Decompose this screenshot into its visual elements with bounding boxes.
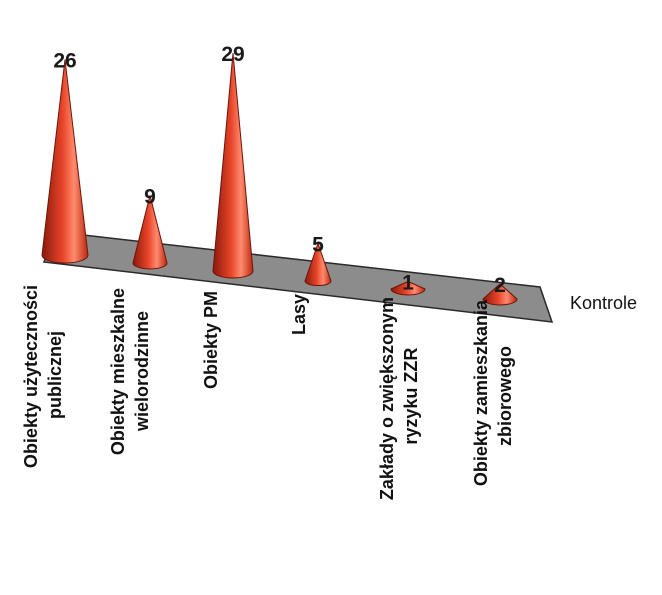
category-label: Obiekty mieszkalne wielorodzinne (108, 288, 152, 455)
category-label: Lasy (289, 294, 309, 335)
data-label: 1 (402, 271, 414, 294)
series-label: Kontrole (570, 293, 637, 313)
cone-5 (482, 283, 518, 306)
cone-mark (482, 283, 518, 306)
category-labels: Obiekty użyteczności publicznej Obiekty mi… (21, 285, 515, 500)
data-label: 26 (53, 50, 76, 73)
category-label: Obiekty zamieszkania zbiorowego (471, 299, 515, 486)
cone-series (41, 52, 518, 306)
data-label: 29 (221, 43, 244, 66)
cone-3 (304, 241, 332, 287)
cone-mark (41, 59, 89, 264)
cone-mark (390, 280, 426, 296)
category-label: Obiekty PM (201, 291, 221, 389)
category-label: Obiekty użyteczności publicznej (21, 285, 65, 468)
data-labels: 26 9 29 5 1 2 (53, 43, 506, 297)
cone-0 (41, 59, 89, 264)
cone-1 (132, 195, 168, 270)
category-label: Zakłady o zwiększonym ryzyku ZZR (377, 297, 421, 500)
cone-mark (212, 52, 254, 279)
cone-2 (212, 52, 254, 279)
data-label: 5 (312, 233, 324, 256)
data-label: 9 (144, 185, 156, 208)
cone-mark (304, 241, 332, 287)
data-label: 2 (494, 274, 506, 297)
cone-4 (390, 280, 426, 296)
cone-mark (132, 195, 168, 270)
